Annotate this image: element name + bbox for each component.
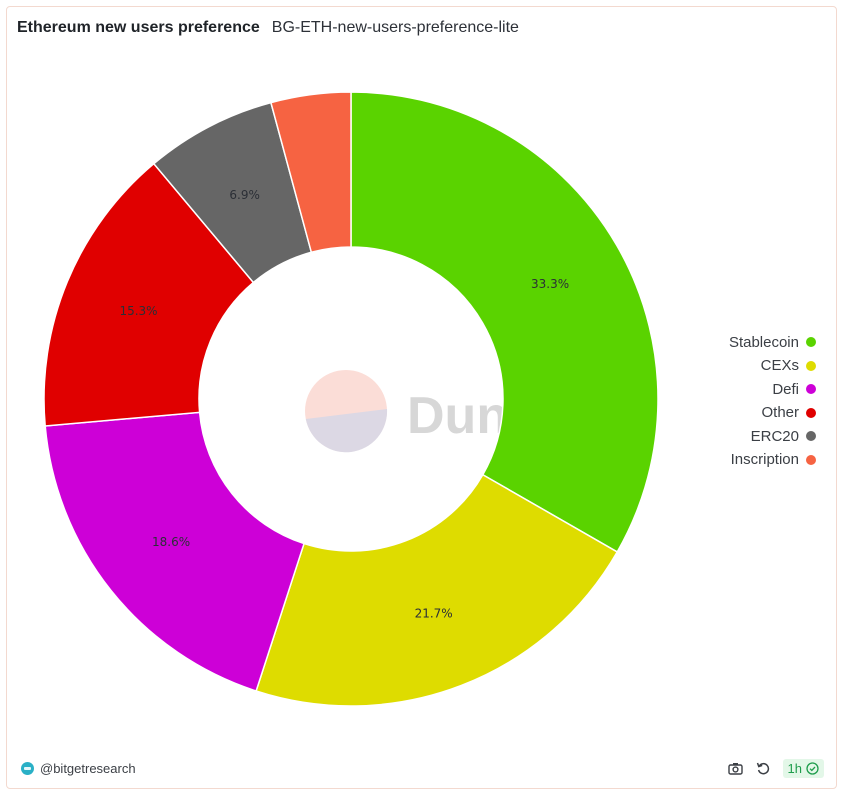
legend-swatch xyxy=(806,407,816,418)
refresh-interval: 1h xyxy=(787,761,802,776)
refresh-icon[interactable] xyxy=(755,760,773,778)
slice-stablecoin[interactable] xyxy=(350,91,659,553)
slice-cexs[interactable] xyxy=(255,473,619,707)
chart-legend: Stablecoin CEXs Defi Other ERC20 Inscription xyxy=(729,333,816,469)
legend-swatch xyxy=(806,431,816,442)
legend-label: Stablecoin xyxy=(728,333,799,351)
data-label-other: 15.3% xyxy=(119,304,157,318)
slice-defi[interactable] xyxy=(44,411,305,692)
check-circle-icon xyxy=(806,762,819,775)
data-label-defi: 18.6% xyxy=(152,535,190,549)
legend-label: ERC20 xyxy=(750,427,799,445)
legend-swatch xyxy=(806,337,816,348)
refresh-status-badge[interactable]: 1h xyxy=(782,759,824,778)
chart-card: Ethereum new users preference BG-ETH-new… xyxy=(6,6,837,789)
slice-other[interactable] xyxy=(43,162,255,427)
author-link[interactable]: @bitgetresearch xyxy=(21,761,136,776)
legend-item-other[interactable]: Other xyxy=(761,404,816,423)
legend-item-stablecoin[interactable]: Stablecoin xyxy=(729,333,816,352)
legend-swatch xyxy=(806,384,816,395)
legend-label: Other xyxy=(761,404,799,422)
data-label-stablecoin: 33.3% xyxy=(531,277,569,291)
legend-label: Inscription xyxy=(730,451,799,469)
legend-label: CEXs xyxy=(760,357,799,375)
data-label-cexs: 21.7% xyxy=(415,607,453,621)
donut-chart: Dune 33.3%21.7%18.6%15.3%6.9% xyxy=(43,91,659,707)
camera-icon[interactable] xyxy=(727,760,745,778)
legend-item-erc20[interactable]: ERC20 xyxy=(751,427,816,446)
legend-item-inscription[interactable]: Inscription xyxy=(731,451,816,470)
legend-swatch xyxy=(806,360,816,371)
author-avatar xyxy=(21,762,34,775)
legend-swatch xyxy=(806,454,816,465)
dune-logo-lower-icon xyxy=(305,409,388,453)
chart-title: Ethereum new users preference xyxy=(17,19,260,36)
legend-item-cexs[interactable]: CEXs xyxy=(761,357,816,376)
data-label-erc20: 6.9% xyxy=(229,188,260,202)
author-name[interactable]: @bitgetresearch xyxy=(40,761,136,776)
footer-actions: 1h xyxy=(727,759,824,778)
slice-inscription[interactable] xyxy=(270,91,352,254)
query-name[interactable]: BG-ETH-new-users-preference-lite xyxy=(271,19,519,36)
legend-label: Defi xyxy=(772,380,799,398)
chart-header: Ethereum new users preference BG-ETH-new… xyxy=(17,19,519,41)
legend-item-defi[interactable]: Defi xyxy=(772,380,816,399)
